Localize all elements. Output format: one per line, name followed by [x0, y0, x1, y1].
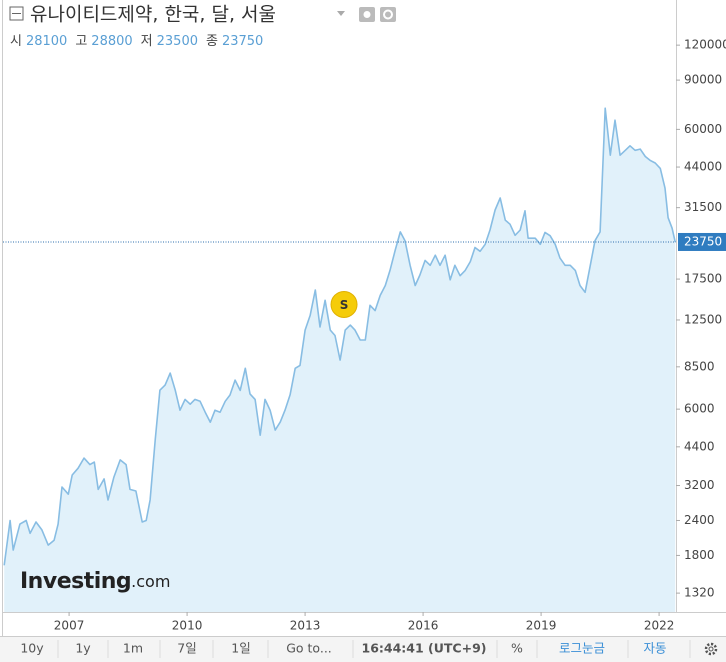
y-tick-label: 3200 [684, 478, 715, 492]
gear-icon-center [708, 646, 714, 652]
y-tick-label: 17500 [684, 272, 722, 286]
toolbar-button[interactable]: 로그눈금 [559, 641, 605, 656]
eye-icon-pupil [363, 11, 371, 18]
price-line [3, 107, 676, 566]
ohlc-label: 시 [10, 34, 22, 49]
y-tick-label: 1800 [684, 548, 715, 562]
plot-area [3, 107, 676, 612]
gear-button[interactable] [704, 642, 718, 656]
collapse-icon[interactable] [9, 6, 24, 21]
ohlc-label: 종 [206, 34, 218, 49]
y-tick-label: 6000 [684, 402, 715, 416]
x-tick-label: 2007 [54, 619, 85, 633]
y-tick-label: 12500 [684, 312, 722, 326]
x-tick-label: 2016 [408, 619, 439, 633]
toolbar-button[interactable]: 1y [75, 641, 91, 656]
toolbar-buttons: 10y 1y 1m 7일 1일 Go to... 16:44:41 (UTC+9)% 로그눈금… [20, 640, 691, 658]
gear-icon [704, 642, 718, 656]
dropdown-arrow[interactable] [337, 11, 345, 16]
y-tick-label: 44000 [684, 160, 722, 174]
event-marker-label: S [340, 298, 349, 312]
x-tick-label: 2019 [526, 619, 557, 633]
y-tick-label: 90000 [684, 73, 722, 87]
ohlc-line: 시 28100 고 28800 저 23500 종 23750 [10, 34, 263, 49]
toolbar-button[interactable]: 1m [123, 641, 143, 656]
chart-title: 유나이티드제약, 한국, 달, 서울 [30, 4, 276, 26]
y-tick-label: 4400 [684, 439, 715, 453]
toolbar-button[interactable]: 7일 [177, 641, 196, 656]
y-tick-label: 2400 [684, 513, 715, 527]
x-tick-label: 2010 [172, 619, 203, 633]
y-tick-label: 120000 [684, 38, 726, 52]
watermark-brand: Investing [20, 569, 131, 594]
toolbar-button[interactable]: 1일 [231, 641, 250, 656]
settings-icon[interactable] [380, 7, 396, 22]
ohlc-label: 저 [141, 34, 153, 49]
current-price-box [678, 232, 726, 251]
toolbar-button[interactable]: 16:44:41 (UTC+9) [362, 641, 487, 656]
toolbar-button[interactable]: Go to... [286, 641, 332, 656]
y-tick-label: 60000 [684, 122, 722, 136]
ohlc-value: 23750 [222, 34, 263, 49]
event-marker [330, 290, 358, 318]
ohlc-label: 고 [75, 34, 87, 49]
y-tick-label: 31500 [684, 200, 722, 214]
y-tick-label: 8500 [684, 359, 715, 373]
x-tick-label: 2013 [290, 619, 321, 633]
ohlc-value: 28100 [26, 34, 67, 49]
y-tick-label: 1320 [684, 586, 715, 600]
ohlc-value: 28800 [91, 34, 132, 49]
current-price-label: 23750 [684, 234, 722, 248]
toolbar-button[interactable]: 10y [20, 641, 44, 656]
watermark-domain: .com [131, 572, 170, 591]
watermark: Investing.com [20, 569, 170, 594]
toolbar-button[interactable]: 자동 [643, 641, 666, 656]
toolbar [0, 636, 726, 662]
toolbar-button[interactable]: % [511, 641, 523, 656]
settings-icon-gear [383, 9, 393, 20]
ohlc-value: 23500 [157, 34, 198, 49]
x-tick-label: 2022 [644, 619, 675, 633]
